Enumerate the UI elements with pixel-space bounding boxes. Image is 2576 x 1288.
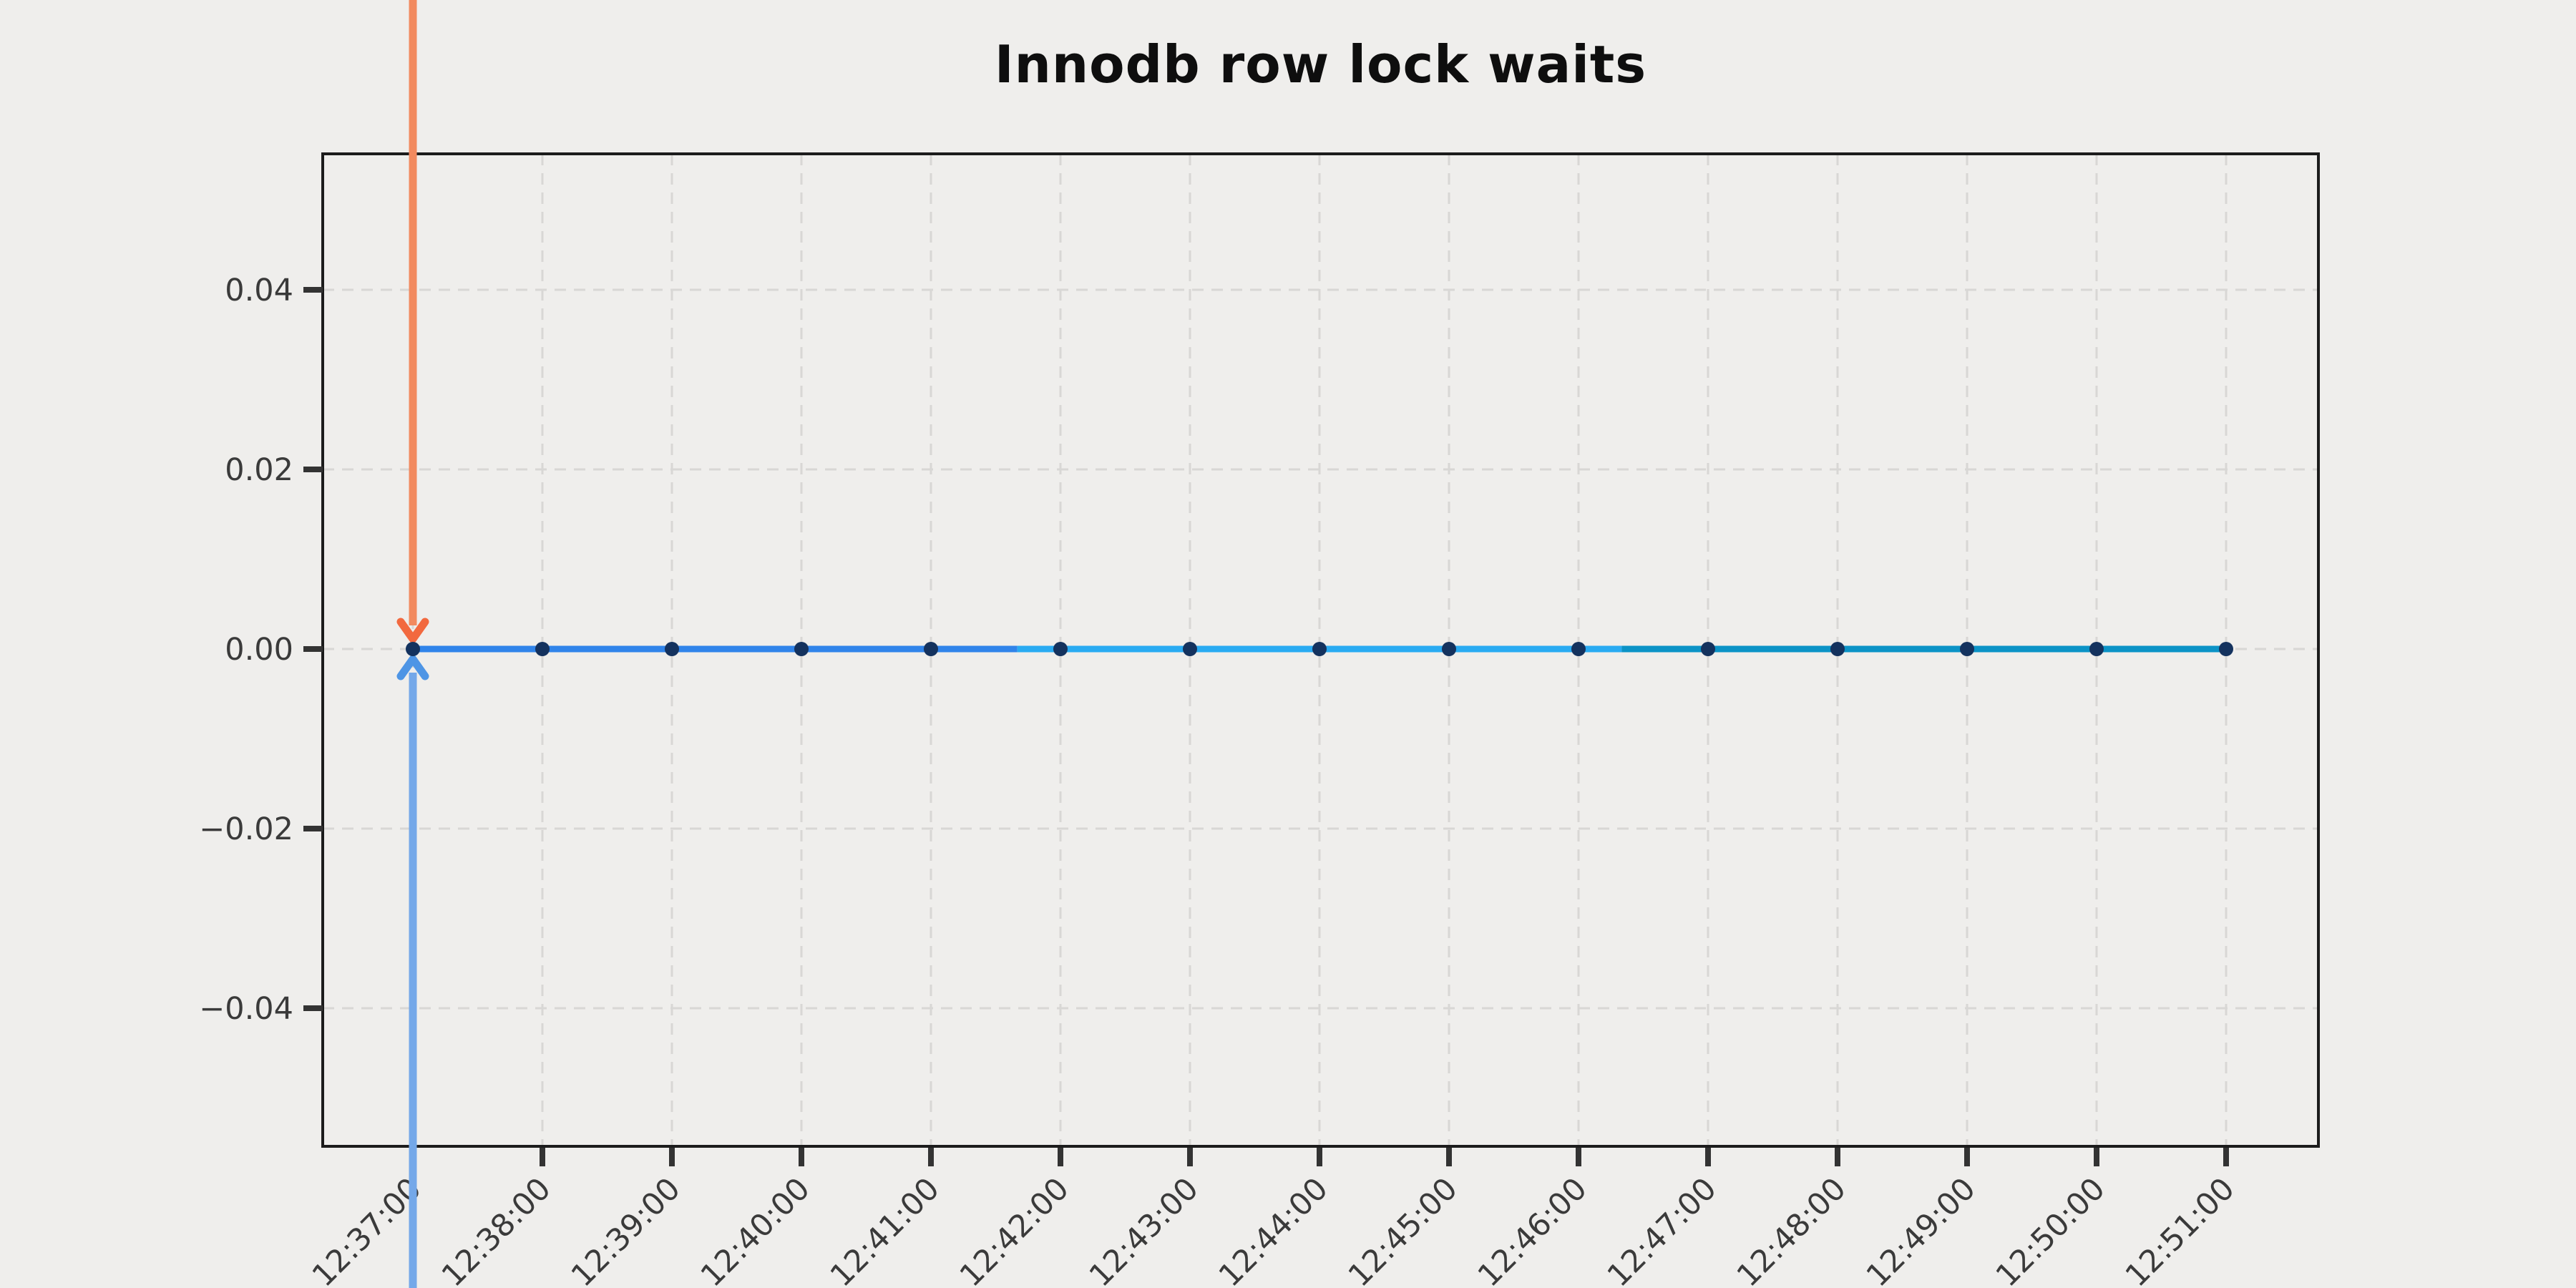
data-point-marker — [2219, 642, 2233, 656]
x-tick-label: 12:41:00 — [824, 1171, 947, 1288]
x-tick-label: 12:47:00 — [1601, 1171, 1724, 1288]
down-arrow-annotation-head — [396, 618, 429, 643]
x-tick-mark — [669, 1148, 675, 1166]
data-point-marker — [794, 642, 809, 656]
x-tick-label: 12:44:00 — [1212, 1171, 1335, 1288]
x-tick-mark — [1058, 1148, 1063, 1166]
data-point-marker — [1830, 642, 1845, 656]
x-tick-mark — [540, 1148, 545, 1166]
x-tick-label: 12:42:00 — [953, 1171, 1076, 1288]
y-tick-label: 0.00 — [225, 632, 293, 668]
x-tick-mark — [928, 1148, 934, 1166]
y-tick-mark — [303, 646, 323, 652]
x-tick-label: 12:48:00 — [1730, 1171, 1853, 1288]
y-tick-mark — [303, 287, 323, 293]
y-tick-label: 0.02 — [225, 452, 293, 488]
x-tick-label: 12:51:00 — [2119, 1171, 2242, 1288]
x-tick-label: 12:38:00 — [435, 1171, 558, 1288]
x-tick-label: 12:50:00 — [1989, 1171, 2112, 1288]
data-point-marker — [1442, 642, 1456, 656]
y-tick-mark — [303, 1005, 323, 1011]
x-tick-label: 12:39:00 — [565, 1171, 688, 1288]
data-point-marker — [1312, 642, 1327, 656]
x-tick-label: 12:46:00 — [1471, 1171, 1594, 1288]
x-tick-mark — [799, 1148, 804, 1166]
x-tick-mark — [1446, 1148, 1452, 1166]
x-tick-mark — [1835, 1148, 1840, 1166]
data-point-marker — [1053, 642, 1068, 656]
data-point-marker — [1183, 642, 1197, 656]
data-point-marker — [1571, 642, 1586, 656]
data-point-marker — [2089, 642, 2104, 656]
chart-title: Innodb row lock waits — [994, 34, 1647, 94]
x-tick-mark — [1964, 1148, 1970, 1166]
x-tick-mark — [1705, 1148, 1711, 1166]
x-tick-label: 12:45:00 — [1342, 1171, 1465, 1288]
up-arrow-annotation-head — [396, 655, 429, 680]
y-tick-mark — [303, 467, 323, 472]
data-point-marker — [665, 642, 679, 656]
x-tick-mark — [1317, 1148, 1322, 1166]
x-tick-label: 12:43:00 — [1083, 1171, 1206, 1288]
y-tick-label: 0.04 — [225, 273, 293, 308]
x-tick-label: 12:40:00 — [694, 1171, 817, 1288]
x-tick-mark — [2223, 1148, 2229, 1166]
x-tick-mark — [2094, 1148, 2099, 1166]
data-point-marker — [406, 642, 420, 656]
data-point-marker — [1960, 642, 1974, 656]
y-tick-mark — [303, 826, 323, 831]
y-tick-label: −0.02 — [199, 811, 293, 847]
data-point-marker — [924, 642, 938, 656]
data-point-marker — [535, 642, 550, 656]
x-tick-mark — [1576, 1148, 1581, 1166]
x-tick-label: 12:49:00 — [1860, 1171, 1983, 1288]
y-tick-label: −0.04 — [199, 991, 293, 1027]
data-point-marker — [1701, 642, 1715, 656]
x-tick-mark — [1187, 1148, 1193, 1166]
